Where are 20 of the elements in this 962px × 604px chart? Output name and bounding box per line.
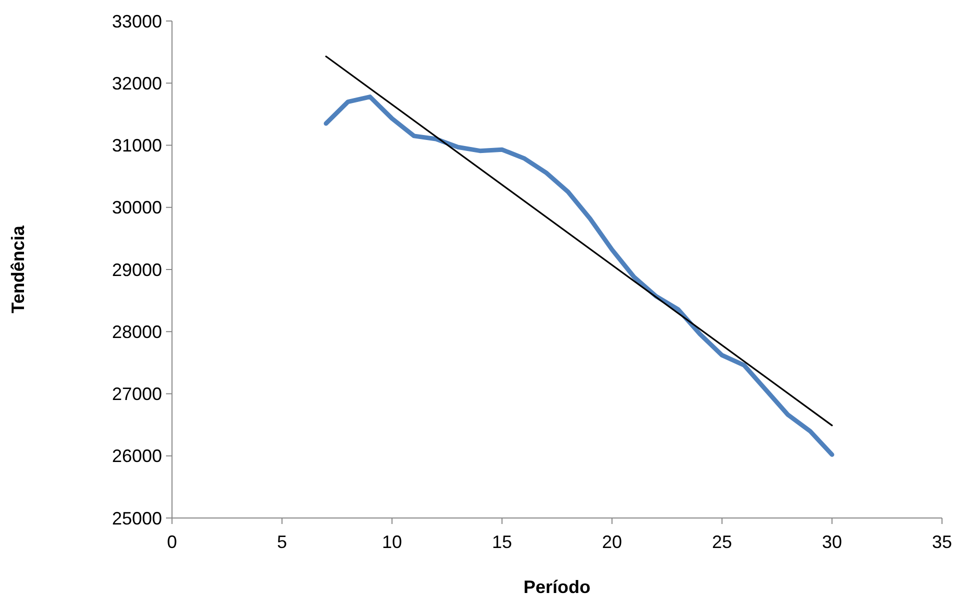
- y-tick-label: 30000: [112, 198, 162, 218]
- x-tick-label: 0: [166, 532, 178, 552]
- line-series: [324, 94, 834, 457]
- x-tick-label: 10: [382, 532, 402, 552]
- x-tick-label: 15: [492, 532, 512, 552]
- x-tick-label: 35: [932, 532, 952, 552]
- y-tick-label: 32000: [112, 73, 162, 94]
- y-tick-label: 33000: [112, 11, 162, 32]
- x-tick-label: 20: [602, 532, 622, 552]
- y-tick-label: 27000: [112, 384, 162, 404]
- x-tick-label: 25: [712, 532, 732, 552]
- x-tick-label: 30: [822, 532, 842, 552]
- y-tick-label: 28000: [112, 322, 162, 342]
- y-tick-label: 29000: [112, 260, 162, 280]
- x-tick-label: 5: [276, 532, 288, 552]
- y-axis-title: Tendência: [8, 224, 28, 314]
- x-axis-title: Período: [523, 577, 591, 597]
- y-tick-label: 25000: [112, 508, 162, 528]
- y-tick-label: 31000: [112, 136, 162, 156]
- y-tick-label: 26000: [112, 446, 162, 466]
